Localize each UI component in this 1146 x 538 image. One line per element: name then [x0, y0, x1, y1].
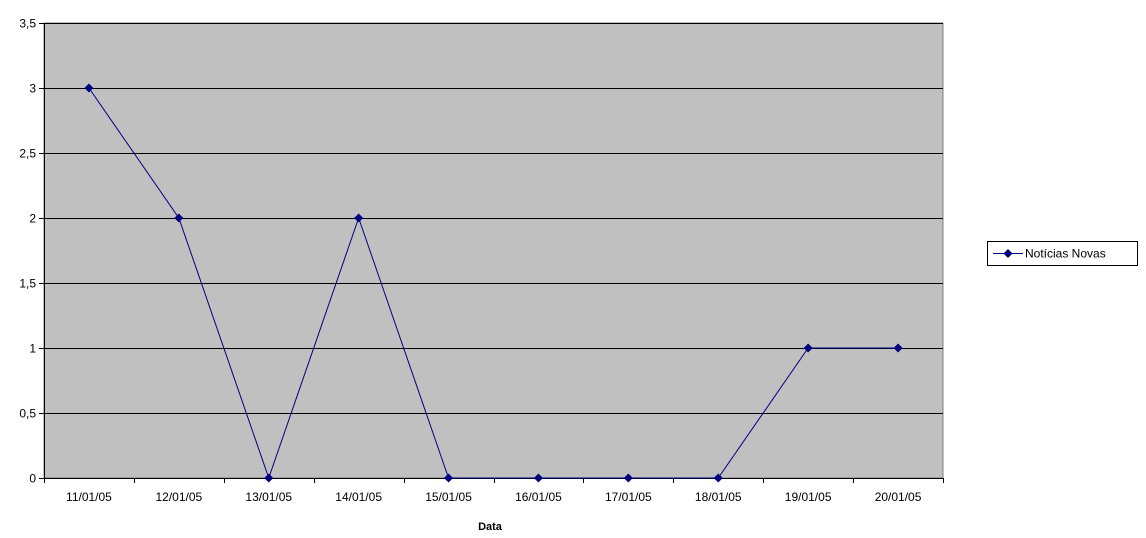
y-axis: 0 0,5 1 1,5 2 2,5 3 3,5 — [19, 17, 45, 486]
x-axis: 11/01/05 12/01/05 13/01/05 14/01/05 15/01/05… — [44, 478, 944, 504]
y-tick-label: 0,5 — [19, 407, 36, 421]
data-point — [713, 473, 723, 483]
plot-area — [43, 22, 944, 479]
x-tick-label: 18/01/05 — [695, 490, 742, 504]
x-tick-label: 20/01/05 — [875, 490, 922, 504]
data-point — [623, 473, 633, 483]
data-point — [174, 213, 184, 223]
y-tick-label: 3 — [29, 82, 36, 96]
data-point — [803, 343, 813, 353]
y-tick-label: 2 — [29, 212, 36, 226]
x-tick-label: 17/01/05 — [605, 490, 652, 504]
x-tick-label: 11/01/05 — [66, 490, 112, 504]
data-point — [444, 473, 454, 483]
y-tick-label: 1 — [29, 342, 36, 356]
series-layer — [84, 83, 903, 483]
data-point — [893, 343, 903, 353]
x-axis-title: Data — [478, 521, 503, 533]
y-tick-label: 1,5 — [19, 277, 36, 291]
data-point — [533, 473, 543, 483]
legend: Notícias Novas — [987, 241, 1138, 266]
legend-label: Notícias Novas — [1025, 247, 1106, 261]
y-tick-label: 0 — [29, 472, 36, 486]
y-tick-label: 2,5 — [19, 147, 36, 161]
data-point — [84, 83, 94, 93]
y-tick-label: 3,5 — [19, 17, 36, 31]
plot-background — [43, 22, 944, 479]
x-tick-label: 14/01/05 — [335, 490, 382, 504]
data-point — [264, 473, 274, 483]
x-tick-label: 16/01/05 — [515, 490, 562, 504]
x-tick-label: 12/01/05 — [155, 490, 202, 504]
x-tick-label: 13/01/05 — [245, 490, 292, 504]
x-tick-label: 19/01/05 — [785, 490, 832, 504]
legend-marker — [1003, 249, 1013, 258]
x-tick-label: 15/01/05 — [425, 490, 472, 504]
series-line — [88, 87, 899, 480]
data-point — [354, 213, 364, 223]
